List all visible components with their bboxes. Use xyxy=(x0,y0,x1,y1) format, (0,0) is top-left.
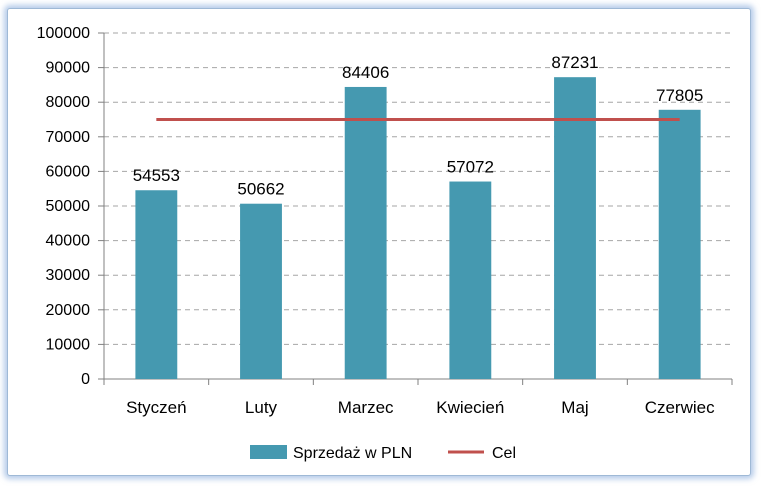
legend-label-target: Cel xyxy=(492,445,516,462)
x-category-label: Luty xyxy=(245,398,278,417)
y-tick-label: 0 xyxy=(81,371,90,388)
data-label: 57072 xyxy=(447,158,494,177)
data-label: 87231 xyxy=(551,53,598,72)
bar-series xyxy=(135,77,701,380)
data-label: 54553 xyxy=(133,166,180,185)
bar xyxy=(554,77,596,380)
chart-frame: 0 10000 20000 30000 40000 50000 60000 70000 8000… xyxy=(7,8,751,476)
bar xyxy=(135,190,178,379)
gridlines xyxy=(104,32,732,345)
data-label: 50662 xyxy=(237,180,284,199)
x-category-label: Styczeń xyxy=(126,398,186,417)
data-labels: 54553 50662 84406 57072 87231 77805 xyxy=(133,53,704,199)
y-tick-label: 10000 xyxy=(46,336,91,353)
legend-swatch-bar xyxy=(250,445,287,459)
y-tick-label: 90000 xyxy=(46,60,91,77)
chart-svg: 0 10000 20000 30000 40000 50000 60000 70000 8000… xyxy=(37,25,733,462)
y-tick-label: 100000 xyxy=(37,25,90,42)
y-tick-label: 50000 xyxy=(46,198,91,215)
legend: Sprzedaż w PLN Cel xyxy=(250,445,516,462)
data-label: 84406 xyxy=(342,63,389,82)
y-tick-label: 60000 xyxy=(46,163,91,180)
y-tick-label: 80000 xyxy=(46,94,91,111)
bar xyxy=(240,203,282,379)
x-category-label: Czerwiec xyxy=(645,398,715,417)
x-category-label: Maj xyxy=(561,398,588,417)
x-category-label: Kwiecień xyxy=(436,398,504,417)
bar xyxy=(658,109,701,379)
x-category-label: Marzec xyxy=(338,398,394,417)
y-tick-label: 20000 xyxy=(46,302,91,319)
bar xyxy=(449,181,492,379)
y-tick-label: 30000 xyxy=(46,267,91,284)
bar xyxy=(344,86,387,380)
legend-label-sales: Sprzedaż w PLN xyxy=(293,445,412,462)
data-label: 77805 xyxy=(656,86,703,105)
axes: 0 10000 20000 30000 40000 50000 60000 70000 8000… xyxy=(37,25,733,417)
y-tick-label: 70000 xyxy=(46,129,91,146)
y-tick-label: 40000 xyxy=(46,233,91,250)
